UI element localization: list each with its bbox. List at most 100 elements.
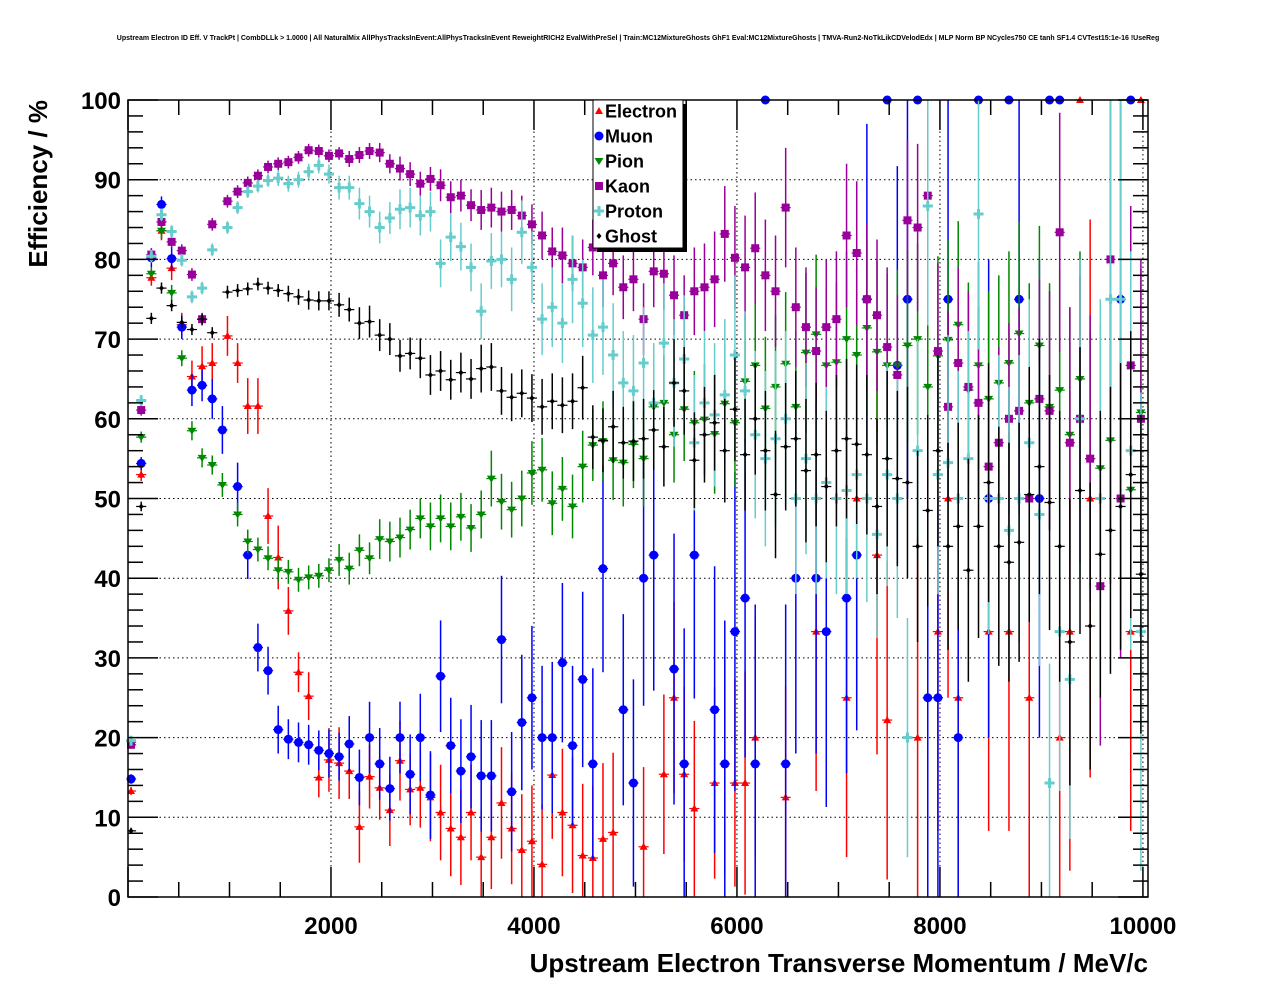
ghost-point xyxy=(760,390,771,511)
ghost-point xyxy=(851,364,862,525)
proton-point xyxy=(364,195,375,228)
kaon-marker xyxy=(1065,438,1074,447)
proton-point xyxy=(186,290,198,304)
muon-point xyxy=(374,728,385,800)
muon-point xyxy=(313,730,324,771)
pion-marker xyxy=(314,572,324,580)
ghost-point xyxy=(1115,363,1126,650)
kaon-point xyxy=(750,192,761,305)
kaon-point xyxy=(384,154,395,174)
pion-marker xyxy=(537,466,547,474)
muon-point xyxy=(384,756,395,821)
electron-marker xyxy=(690,804,699,812)
kaon-marker xyxy=(720,229,729,238)
ghost-point xyxy=(780,382,791,511)
proton-marker xyxy=(608,350,619,361)
kaon-point xyxy=(186,268,198,281)
proton-point xyxy=(476,283,487,340)
ghost-point xyxy=(1024,366,1035,623)
electron-marker xyxy=(416,783,425,791)
kaon-marker xyxy=(355,150,364,159)
pion-marker xyxy=(436,515,446,523)
pion-point xyxy=(374,519,385,560)
legend-pion-marker xyxy=(594,158,604,165)
proton-point xyxy=(283,175,294,192)
ghost-marker xyxy=(138,503,144,510)
proton-marker xyxy=(719,389,730,400)
proton-point xyxy=(597,279,609,375)
electron-point xyxy=(303,672,314,721)
pion-point xyxy=(516,470,527,527)
x-tick-label: 8000 xyxy=(913,913,966,940)
proton-point xyxy=(242,185,253,199)
proton-marker xyxy=(567,274,578,285)
proton-point xyxy=(293,171,304,188)
muon-point xyxy=(668,533,680,805)
pion-point xyxy=(252,537,263,562)
data-series xyxy=(126,95,1146,897)
ghost-marker xyxy=(691,457,697,464)
kaon-point xyxy=(537,211,548,260)
electron-point xyxy=(252,378,263,434)
electron-marker xyxy=(233,359,242,367)
electron-point xyxy=(577,783,588,897)
proton-point xyxy=(405,187,416,228)
proton-marker xyxy=(374,222,385,233)
kaon-marker xyxy=(527,220,536,229)
ghost-point xyxy=(197,313,208,325)
kaon-marker xyxy=(365,147,374,156)
kaon-marker xyxy=(649,267,658,276)
kaon-marker xyxy=(619,283,628,292)
ghost-marker xyxy=(296,293,302,300)
proton-point xyxy=(156,208,167,222)
ghost-marker xyxy=(701,431,707,438)
pion-point xyxy=(465,504,477,552)
ghost-point xyxy=(1095,410,1106,698)
muon-marker xyxy=(781,759,791,769)
muon-point xyxy=(577,591,588,768)
pion-point xyxy=(384,521,395,562)
ghost-point xyxy=(476,344,487,393)
pion-marker xyxy=(146,270,156,278)
proton-marker xyxy=(283,178,294,189)
muon-marker xyxy=(197,380,207,390)
kaon-marker xyxy=(812,347,821,356)
electron-point xyxy=(283,586,294,635)
ghost-point xyxy=(668,339,680,427)
pion-marker xyxy=(263,555,273,563)
electron-marker xyxy=(1025,693,1034,701)
kaon-marker xyxy=(294,153,303,162)
ghost-point xyxy=(912,450,923,642)
ghost-point xyxy=(709,374,720,471)
proton-point xyxy=(303,163,314,180)
kaon-point xyxy=(303,143,314,157)
pion-marker xyxy=(507,506,517,514)
proton-point xyxy=(176,253,187,267)
ghost-marker xyxy=(265,285,271,292)
y-tick-label: 90 xyxy=(94,168,121,195)
kaon-marker xyxy=(903,216,912,225)
muon-marker xyxy=(156,199,166,209)
ghost-point xyxy=(435,351,446,391)
proton-marker xyxy=(303,166,314,177)
ghost-point xyxy=(790,370,801,507)
proton-marker xyxy=(293,174,304,185)
muon-marker xyxy=(689,550,699,560)
ghost-point xyxy=(1003,442,1015,682)
kaon-point xyxy=(435,169,446,202)
electron-marker xyxy=(365,772,374,780)
pion-marker xyxy=(415,515,425,523)
pion-marker xyxy=(456,513,466,521)
proton-marker xyxy=(547,302,558,313)
proton-marker xyxy=(506,274,517,285)
electron-marker xyxy=(558,808,567,816)
ghost-marker xyxy=(417,355,423,362)
kaon-point xyxy=(618,255,629,320)
kaon-marker xyxy=(477,205,486,214)
pion-point xyxy=(506,481,517,538)
kaon-marker xyxy=(507,205,516,214)
ghost-marker xyxy=(823,483,829,490)
pion-point xyxy=(364,542,375,575)
ghost-marker xyxy=(894,475,900,482)
electron-marker xyxy=(304,692,313,700)
